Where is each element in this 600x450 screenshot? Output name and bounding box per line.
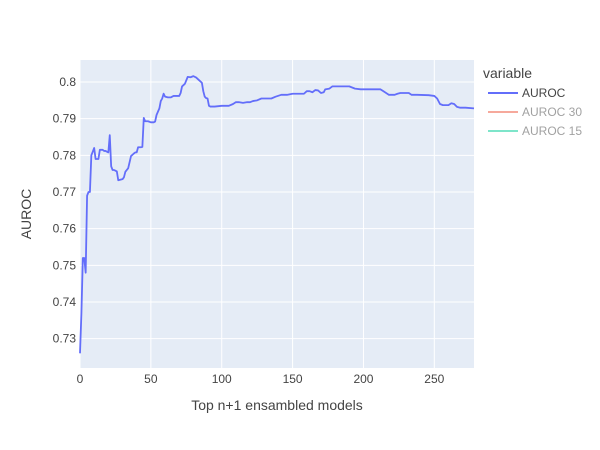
plot-background <box>80 60 474 368</box>
x-tick-label: 250 <box>424 372 444 386</box>
y-axis-title: AUROC <box>18 189 34 240</box>
legend-item[interactable]: AUROC <box>488 86 566 100</box>
legend-label: AUROC 15 <box>522 124 582 138</box>
y-gridlines <box>80 81 474 340</box>
series-layer <box>79 75 475 354</box>
legend: variable AUROC AUROC 30 AUROC 15 <box>483 65 582 138</box>
y-tick-label: 0.76 <box>53 222 77 236</box>
x-gridlines <box>79 60 435 368</box>
legend-item[interactable]: AUROC 15 <box>488 124 582 138</box>
series-line-auroc <box>79 75 475 354</box>
y-tick-label: 0.74 <box>53 295 77 309</box>
legend-title: variable <box>483 65 532 81</box>
y-tick-label: 0.77 <box>53 185 77 199</box>
y-tick-label: 0.8 <box>59 75 76 89</box>
x-tick-label: 150 <box>283 372 303 386</box>
x-tick-label: 50 <box>144 372 158 386</box>
x-tick-label: 100 <box>212 372 232 386</box>
x-tick-label: 200 <box>353 372 373 386</box>
y-tick-label: 0.79 <box>53 112 77 126</box>
legend-label: AUROC <box>522 86 566 100</box>
x-tick-labels: 0 50 100 150 200 250 <box>77 372 445 386</box>
x-axis-title: Top n+1 ensambled models <box>191 397 363 413</box>
legend-item[interactable]: AUROC 30 <box>488 105 582 119</box>
y-tick-label: 0.73 <box>53 332 77 346</box>
x-tick-label: 0 <box>77 372 84 386</box>
legend-label: AUROC 30 <box>522 105 582 119</box>
y-tick-label: 0.78 <box>53 148 77 162</box>
y-tick-labels: 0.73 0.74 0.75 0.76 0.77 0.78 0.79 0.8 <box>53 75 77 346</box>
y-tick-label: 0.75 <box>53 258 77 272</box>
